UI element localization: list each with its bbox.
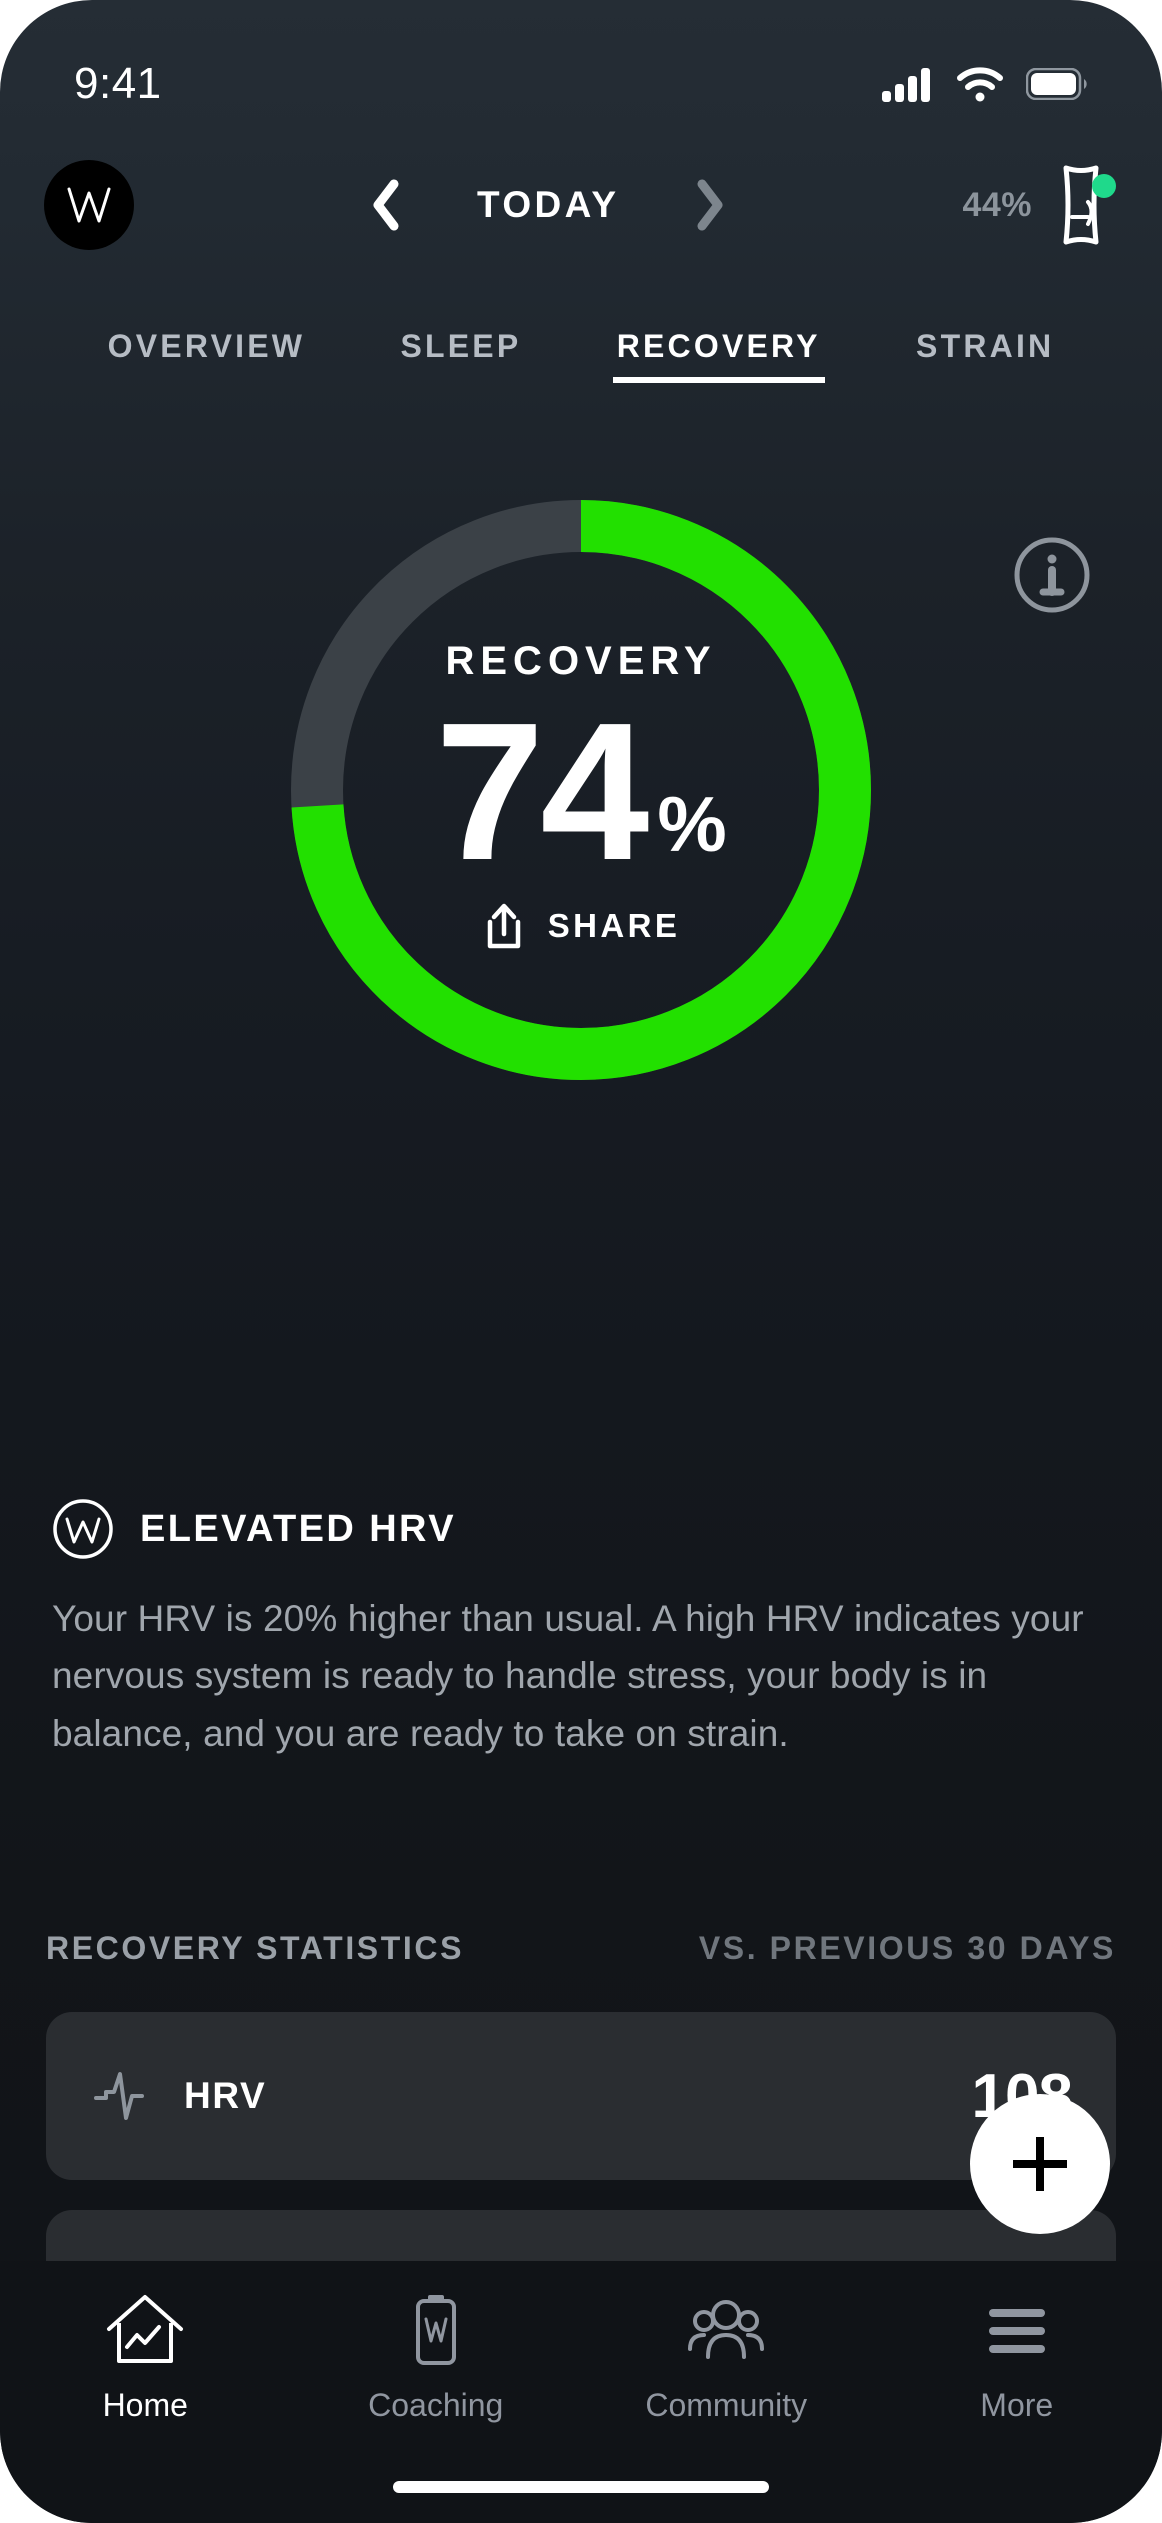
hamburger-menu-icon bbox=[988, 2309, 1045, 2353]
device-status[interactable]: 44% bbox=[962, 162, 1118, 248]
nav-item-more-label: More bbox=[980, 2387, 1054, 2423]
app-header: TODAY 44% bbox=[0, 146, 1162, 264]
home-indicator bbox=[393, 2481, 769, 2493]
home-chart-icon bbox=[107, 2295, 184, 2363]
share-label: SHARE bbox=[547, 907, 681, 944]
tab-sleep[interactable]: SLEEP bbox=[396, 320, 525, 365]
statistics-compare-label: VS. PREVIOUS 30 DAYS bbox=[698, 1930, 1116, 1966]
nav-item-community[interactable]: Community bbox=[636, 2291, 816, 2424]
stat-row-name: HRV bbox=[184, 2075, 267, 2116]
clipboard-whoop-icon bbox=[415, 2295, 456, 2365]
tab-sleep-label: SLEEP bbox=[400, 328, 522, 364]
nav-item-more[interactable]: More bbox=[927, 2291, 1107, 2424]
device-connected-dot bbox=[1092, 174, 1116, 198]
device-battery-label: 44% bbox=[962, 185, 1032, 224]
recovery-arc bbox=[291, 500, 871, 1080]
whoop-logo-avatar-icon bbox=[67, 187, 111, 223]
cellular-signal-icon bbox=[882, 68, 930, 102]
whoop-circle-icon bbox=[53, 1499, 113, 1559]
avatar[interactable] bbox=[44, 160, 134, 250]
bottom-navigation: Home Coaching Community bbox=[0, 2261, 1162, 2523]
status-icons bbox=[882, 66, 1088, 102]
people-group-icon bbox=[688, 2300, 765, 2359]
insight-body: Your HRV is 20% higher than usual. A hig… bbox=[52, 1598, 1084, 1754]
chevron-right-icon[interactable] bbox=[692, 178, 728, 232]
tab-recovery-label: RECOVERY bbox=[616, 328, 821, 364]
battery-icon bbox=[1026, 68, 1087, 100]
tab-overview-label: OVERVIEW bbox=[107, 328, 306, 364]
add-button[interactable] bbox=[970, 2094, 1110, 2234]
statistics-header: RECOVERY STATISTICS VS. PREVIOUS 30 DAYS bbox=[46, 1930, 1116, 1967]
recovery-ring-chart[interactable] bbox=[122, 500, 1040, 1080]
plus-icon bbox=[1013, 2137, 1067, 2191]
tab-strain-label: STRAIN bbox=[916, 328, 1055, 364]
insight-header: ELEVATED HRV bbox=[52, 1498, 1110, 1560]
stat-row-left: HRV bbox=[90, 2065, 266, 2127]
nav-item-coaching[interactable]: Coaching bbox=[346, 2291, 526, 2424]
share-button[interactable]: SHARE bbox=[0, 902, 1162, 950]
table-row[interactable]: HRV 108 bbox=[46, 2012, 1116, 2180]
nav-item-home-label: Home bbox=[102, 2387, 188, 2423]
whoop-strap-icon bbox=[1063, 165, 1116, 245]
nav-item-coaching-label: Coaching bbox=[368, 2387, 504, 2423]
pulse-wave-icon bbox=[94, 2072, 144, 2120]
insight-title: ELEVATED HRV bbox=[140, 1507, 456, 1550]
date-navigator: TODAY bbox=[134, 178, 962, 232]
tab-overview[interactable]: OVERVIEW bbox=[104, 320, 310, 365]
status-time: 9:41 bbox=[74, 59, 162, 108]
share-icon bbox=[487, 903, 520, 949]
tab-recovery[interactable]: RECOVERY bbox=[612, 320, 825, 383]
info-icon[interactable] bbox=[1012, 535, 1092, 615]
insight-section: ELEVATED HRV Your HRV is 20% higher than… bbox=[52, 1498, 1110, 1762]
nav-item-home[interactable]: Home bbox=[55, 2291, 235, 2424]
recovery-ring-section: RECOVERY 74 % SHARE bbox=[0, 490, 1162, 1090]
tab-underline bbox=[612, 377, 825, 383]
tab-strain[interactable]: STRAIN bbox=[912, 320, 1058, 365]
date-label[interactable]: TODAY bbox=[477, 184, 620, 225]
chevron-left-icon[interactable] bbox=[368, 178, 404, 232]
status-bar: 9:41 bbox=[0, 0, 1162, 128]
wifi-icon bbox=[957, 67, 1003, 102]
statistics-title: RECOVERY STATISTICS bbox=[46, 1930, 465, 1966]
section-tabs: OVERVIEW SLEEP RECOVERY STRAIN bbox=[0, 320, 1162, 428]
nav-item-community-label: Community bbox=[645, 2387, 808, 2423]
